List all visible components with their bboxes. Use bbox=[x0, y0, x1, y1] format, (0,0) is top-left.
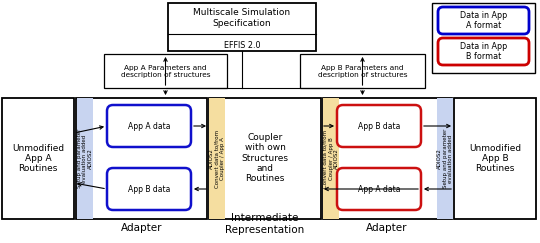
Text: Unmodified
App B
Routines: Unmodified App B Routines bbox=[469, 144, 521, 174]
Text: Convert data to/from
Coupler / App B
ADIOS2: Convert data to/from Coupler / App B ADI… bbox=[323, 130, 339, 188]
Text: Adapter: Adapter bbox=[122, 223, 163, 233]
FancyBboxPatch shape bbox=[337, 105, 421, 147]
Text: App A data: App A data bbox=[128, 122, 170, 130]
Bar bbox=[209, 98, 321, 219]
Text: Setup and parameter
evaluation added
ADIOS2: Setup and parameter evaluation added ADI… bbox=[77, 129, 93, 188]
Text: App B Parameters and
description of structures: App B Parameters and description of stru… bbox=[318, 64, 407, 78]
Text: App B data: App B data bbox=[128, 184, 170, 193]
Bar bbox=[300, 54, 425, 88]
Text: EFFIS 2.0: EFFIS 2.0 bbox=[224, 41, 260, 50]
Text: Intermediate
Representation: Intermediate Representation bbox=[225, 213, 305, 235]
Bar bbox=[2, 98, 74, 219]
Text: ADIOS2
Convert data to/from
Coupler / App A: ADIOS2 Convert data to/from Coupler / Ap… bbox=[208, 130, 225, 188]
Text: Data in App
A format: Data in App A format bbox=[460, 11, 507, 30]
FancyBboxPatch shape bbox=[107, 168, 191, 210]
Text: Data in App
B format: Data in App B format bbox=[460, 42, 507, 61]
Bar bbox=[323, 98, 339, 219]
Bar bbox=[432, 3, 535, 73]
FancyBboxPatch shape bbox=[107, 105, 191, 147]
Text: Multiscale Simulation
Specification: Multiscale Simulation Specification bbox=[193, 8, 291, 28]
Bar bbox=[77, 98, 93, 219]
Bar bbox=[209, 98, 225, 219]
Bar bbox=[323, 98, 452, 219]
Text: Unmodified
App A
Routines: Unmodified App A Routines bbox=[12, 144, 64, 174]
Bar bbox=[454, 98, 536, 219]
FancyBboxPatch shape bbox=[438, 38, 529, 65]
Text: Adapter: Adapter bbox=[366, 223, 408, 233]
FancyBboxPatch shape bbox=[337, 168, 421, 210]
Bar bbox=[104, 54, 227, 88]
Bar bbox=[76, 98, 207, 219]
Bar bbox=[437, 98, 453, 219]
Text: ADIOS2
Setup and parameter
evaluation added: ADIOS2 Setup and parameter evaluation ad… bbox=[437, 129, 453, 188]
Text: App A Parameters and
description of structures: App A Parameters and description of stru… bbox=[121, 64, 210, 78]
Text: Coupler
with own
Structures
and
Routines: Coupler with own Structures and Routines bbox=[241, 133, 288, 183]
Text: App B data: App B data bbox=[358, 122, 400, 130]
Bar bbox=[168, 3, 316, 51]
FancyBboxPatch shape bbox=[438, 7, 529, 34]
Text: App A data: App A data bbox=[357, 184, 400, 193]
